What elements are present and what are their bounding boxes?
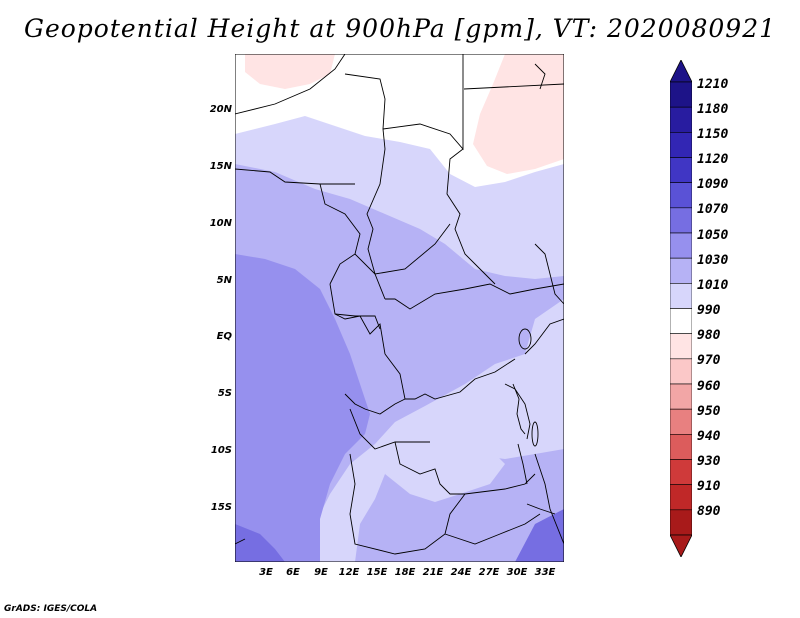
colorbar-label: 1150 [697, 126, 729, 142]
field-band-980-nw [245, 54, 335, 89]
colorbar-label: 950 [697, 403, 721, 419]
lon-label-9e: 9E [314, 567, 328, 578]
colorbar-label: 970 [697, 353, 721, 369]
lon-label-15e: 15E [366, 567, 388, 578]
map-panel [235, 54, 564, 562]
lat-label-eq: EQ [216, 331, 232, 342]
colorbar-top-arrow [670, 60, 692, 83]
colorbar-segment [670, 232, 692, 259]
lon-label-21e: 21E [422, 567, 444, 578]
colorbar-label: 980 [697, 328, 721, 344]
colorbar-segment [670, 182, 692, 209]
lat-label-10s: 10S [210, 445, 232, 456]
colorbar-segment [670, 459, 692, 485]
colorbar-label: 1120 [697, 152, 729, 168]
lon-label-33e: 33E [534, 567, 556, 578]
lon-label-30e: 30E [506, 567, 528, 578]
colorbar-segment [670, 358, 692, 385]
colorbar-segment [670, 283, 692, 309]
colorbar-label: 940 [697, 428, 721, 444]
colorbar-segment [670, 333, 692, 360]
field-band-1070-se [515, 509, 564, 562]
colorbar-segment [670, 484, 692, 511]
colorbar-segment [670, 383, 692, 410]
colorbar-segment [670, 81, 692, 108]
lat-label-5s: 5S [217, 388, 232, 399]
colorbar-segment [670, 207, 692, 234]
chart-title: Geopotential Height at 900hPa [gpm], VT:… [23, 14, 777, 43]
lat-label-10n: 10N [209, 218, 232, 229]
colorbar-segment [670, 434, 692, 460]
lon-label-6e: 6E [286, 567, 300, 578]
colorbar-label: 1070 [697, 202, 729, 218]
lat-label-15s: 15S [210, 502, 232, 513]
country-borders [235, 54, 564, 555]
footer-credit: GrADS: IGES/COLA [4, 604, 98, 614]
lon-label-24e: 24E [450, 567, 472, 578]
colorbar-segment [670, 106, 692, 133]
lon-label-27e: 27E [478, 567, 500, 578]
colorbar-label: 1050 [697, 227, 729, 243]
colorbar-segment [670, 257, 692, 284]
colorbar-label: 930 [697, 454, 721, 470]
colorbar-label: 990 [697, 303, 721, 319]
colorbar-label: 960 [697, 378, 721, 394]
colorbar [670, 60, 692, 557]
colorbar-label: 1010 [697, 277, 729, 293]
field-band-1010-south-pocket [385, 439, 505, 502]
field-band-1070 [235, 524, 285, 562]
colorbar-label: 1180 [697, 101, 729, 117]
colorbar-label: 910 [697, 479, 721, 495]
colorbar-segment [670, 132, 692, 158]
lon-label-12e: 12E [338, 567, 360, 578]
colorbar-segment [670, 308, 692, 334]
colorbar-segment [670, 408, 692, 435]
colorbar-bottom-arrow [670, 534, 692, 557]
lakes [512, 328, 556, 515]
colorbar-label: 890 [697, 504, 721, 520]
lon-label-3e: 3E [259, 567, 273, 578]
field-band-1050 [235, 254, 370, 562]
colorbar-label: 1030 [697, 252, 729, 268]
colorbar-segment [670, 157, 692, 183]
lat-label-15n: 15N [209, 161, 232, 172]
lat-label-20n: 20N [209, 104, 232, 115]
lon-label-18e: 18E [394, 567, 416, 578]
colorbar-segment [670, 509, 692, 536]
colorbar-label: 1210 [697, 76, 729, 92]
colorbar-label: 1090 [697, 177, 729, 193]
lat-label-5n: 5N [216, 275, 232, 286]
